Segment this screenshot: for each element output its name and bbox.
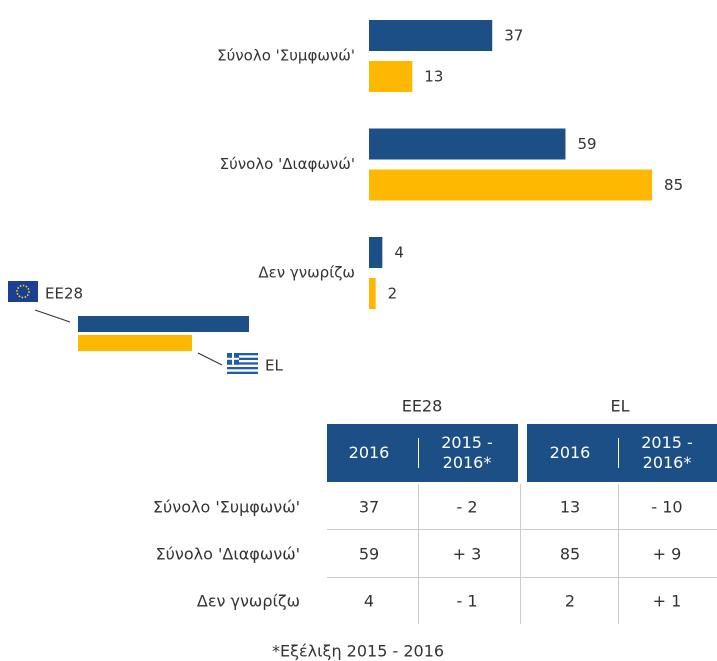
value-label: 13 [424,68,443,86]
value-label: 4 [394,244,404,262]
column-header: 2015 - 2016* [641,433,693,472]
row-rule [327,529,717,530]
table-cell: + 3 [452,544,482,564]
header-box [527,424,717,482]
bar [369,128,566,160]
column-header: 2015 - 2016* [441,433,493,472]
row-label: Σύνολο 'Συμφωνώ' [152,497,300,517]
table-cell: - 2 [456,497,478,517]
row-label: Σύνολο 'Διαφωνώ' [155,544,300,564]
divider [418,438,419,468]
legend-leader [197,352,223,366]
value-label: 37 [504,27,523,45]
group-header: EL [610,396,630,416]
table-cell: 85 [559,544,581,564]
greek-flag [227,353,258,374]
legend-swatch [78,316,249,332]
legend-swatch [78,335,192,351]
footnote: *Εξέλιξη 2015 - 2016 [271,641,445,661]
table-cell: + 1 [652,591,682,611]
row-rule [327,577,717,578]
value-label: 59 [577,135,596,153]
group-header: EE28 [401,396,443,416]
divider [618,438,619,468]
legend-label: EL [265,357,283,375]
header-box [327,424,518,482]
value-label: 2 [388,285,398,303]
table-cell: + 9 [652,544,682,564]
category-label: Σύνολο 'Συμφωνώ' [217,47,355,65]
bar [369,20,493,51]
category-label: Σύνολο 'Διαφωνώ' [220,155,355,173]
col-rule [418,484,419,624]
col-rule [618,484,619,624]
table-cell: 59 [358,544,380,564]
col-rule [520,484,521,624]
legend-leader [34,309,71,323]
table-cell: 13 [559,497,581,517]
bar [369,278,376,309]
bar [369,169,653,201]
column-header: 2016 [549,443,591,462]
table-cell: - 1 [456,591,478,611]
value-label: 85 [664,176,683,194]
eu-flag [8,281,38,302]
column-header: 2016 [348,443,390,462]
bar [369,61,413,92]
legend-label: EE28 [45,285,83,303]
table-cell: - 10 [651,497,683,517]
row-label: Δεν γνωρίζω [196,591,300,611]
table-cell: 37 [358,497,380,517]
table-cell: 4 [363,591,375,611]
bar [369,237,383,268]
table-cell: 2 [564,591,576,611]
category-label: Δεν γνωρίζω [258,264,355,282]
